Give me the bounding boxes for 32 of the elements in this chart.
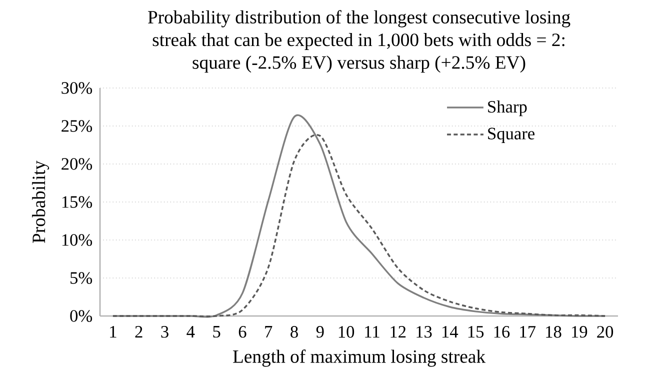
x-tick-label: 13 bbox=[416, 326, 432, 338]
y-tick-label: 25% bbox=[62, 120, 92, 132]
y-tick-label: 0% bbox=[70, 310, 92, 322]
x-tick-label: 6 bbox=[238, 326, 246, 338]
x-tick-label: 1 bbox=[110, 326, 116, 338]
legend-label: Square bbox=[488, 128, 534, 143]
x-tick-label: 12 bbox=[390, 326, 406, 338]
x-tick-label: 5 bbox=[213, 326, 220, 338]
x-tick-label: 17 bbox=[520, 326, 536, 338]
x-tick-label: 4 bbox=[186, 326, 195, 338]
x-tick-label: 3 bbox=[161, 326, 168, 338]
x-tick-label: 14 bbox=[442, 326, 458, 338]
y-tick-label: 10% bbox=[62, 234, 92, 246]
x-tick-label: 19 bbox=[572, 326, 588, 338]
x-tick-label: 11 bbox=[365, 326, 380, 338]
x-tick-label: 8 bbox=[290, 326, 298, 338]
y-axis-title: Probability bbox=[32, 160, 50, 243]
y-tick-label: 20% bbox=[62, 158, 92, 170]
legend-label: Sharp bbox=[488, 100, 527, 116]
x-axis-title: Length of maximum losing streak bbox=[233, 350, 486, 367]
x-tick-label: 9 bbox=[316, 326, 324, 338]
y-tick-label: 5% bbox=[70, 272, 92, 284]
x-tick-label: 7 bbox=[265, 326, 272, 338]
chart-title: Probability distribution of the longest consecutive losing streak that can be expected in 1,000 bets with odds = 2: square (-2.5% EV) versus sharp (+2.5% EV) bbox=[148, 10, 570, 73]
y-tick-label: 15% bbox=[62, 196, 92, 208]
x-tick-label: 15 bbox=[468, 326, 484, 338]
x-tick-label: 16 bbox=[494, 326, 510, 338]
x-tick-label: 2 bbox=[135, 326, 142, 338]
x-tick-label: 18 bbox=[546, 326, 562, 338]
y-tick-label: 30% bbox=[62, 82, 92, 94]
x-tick-label: 20 bbox=[597, 326, 614, 338]
x-tick-label: 10 bbox=[338, 326, 354, 338]
